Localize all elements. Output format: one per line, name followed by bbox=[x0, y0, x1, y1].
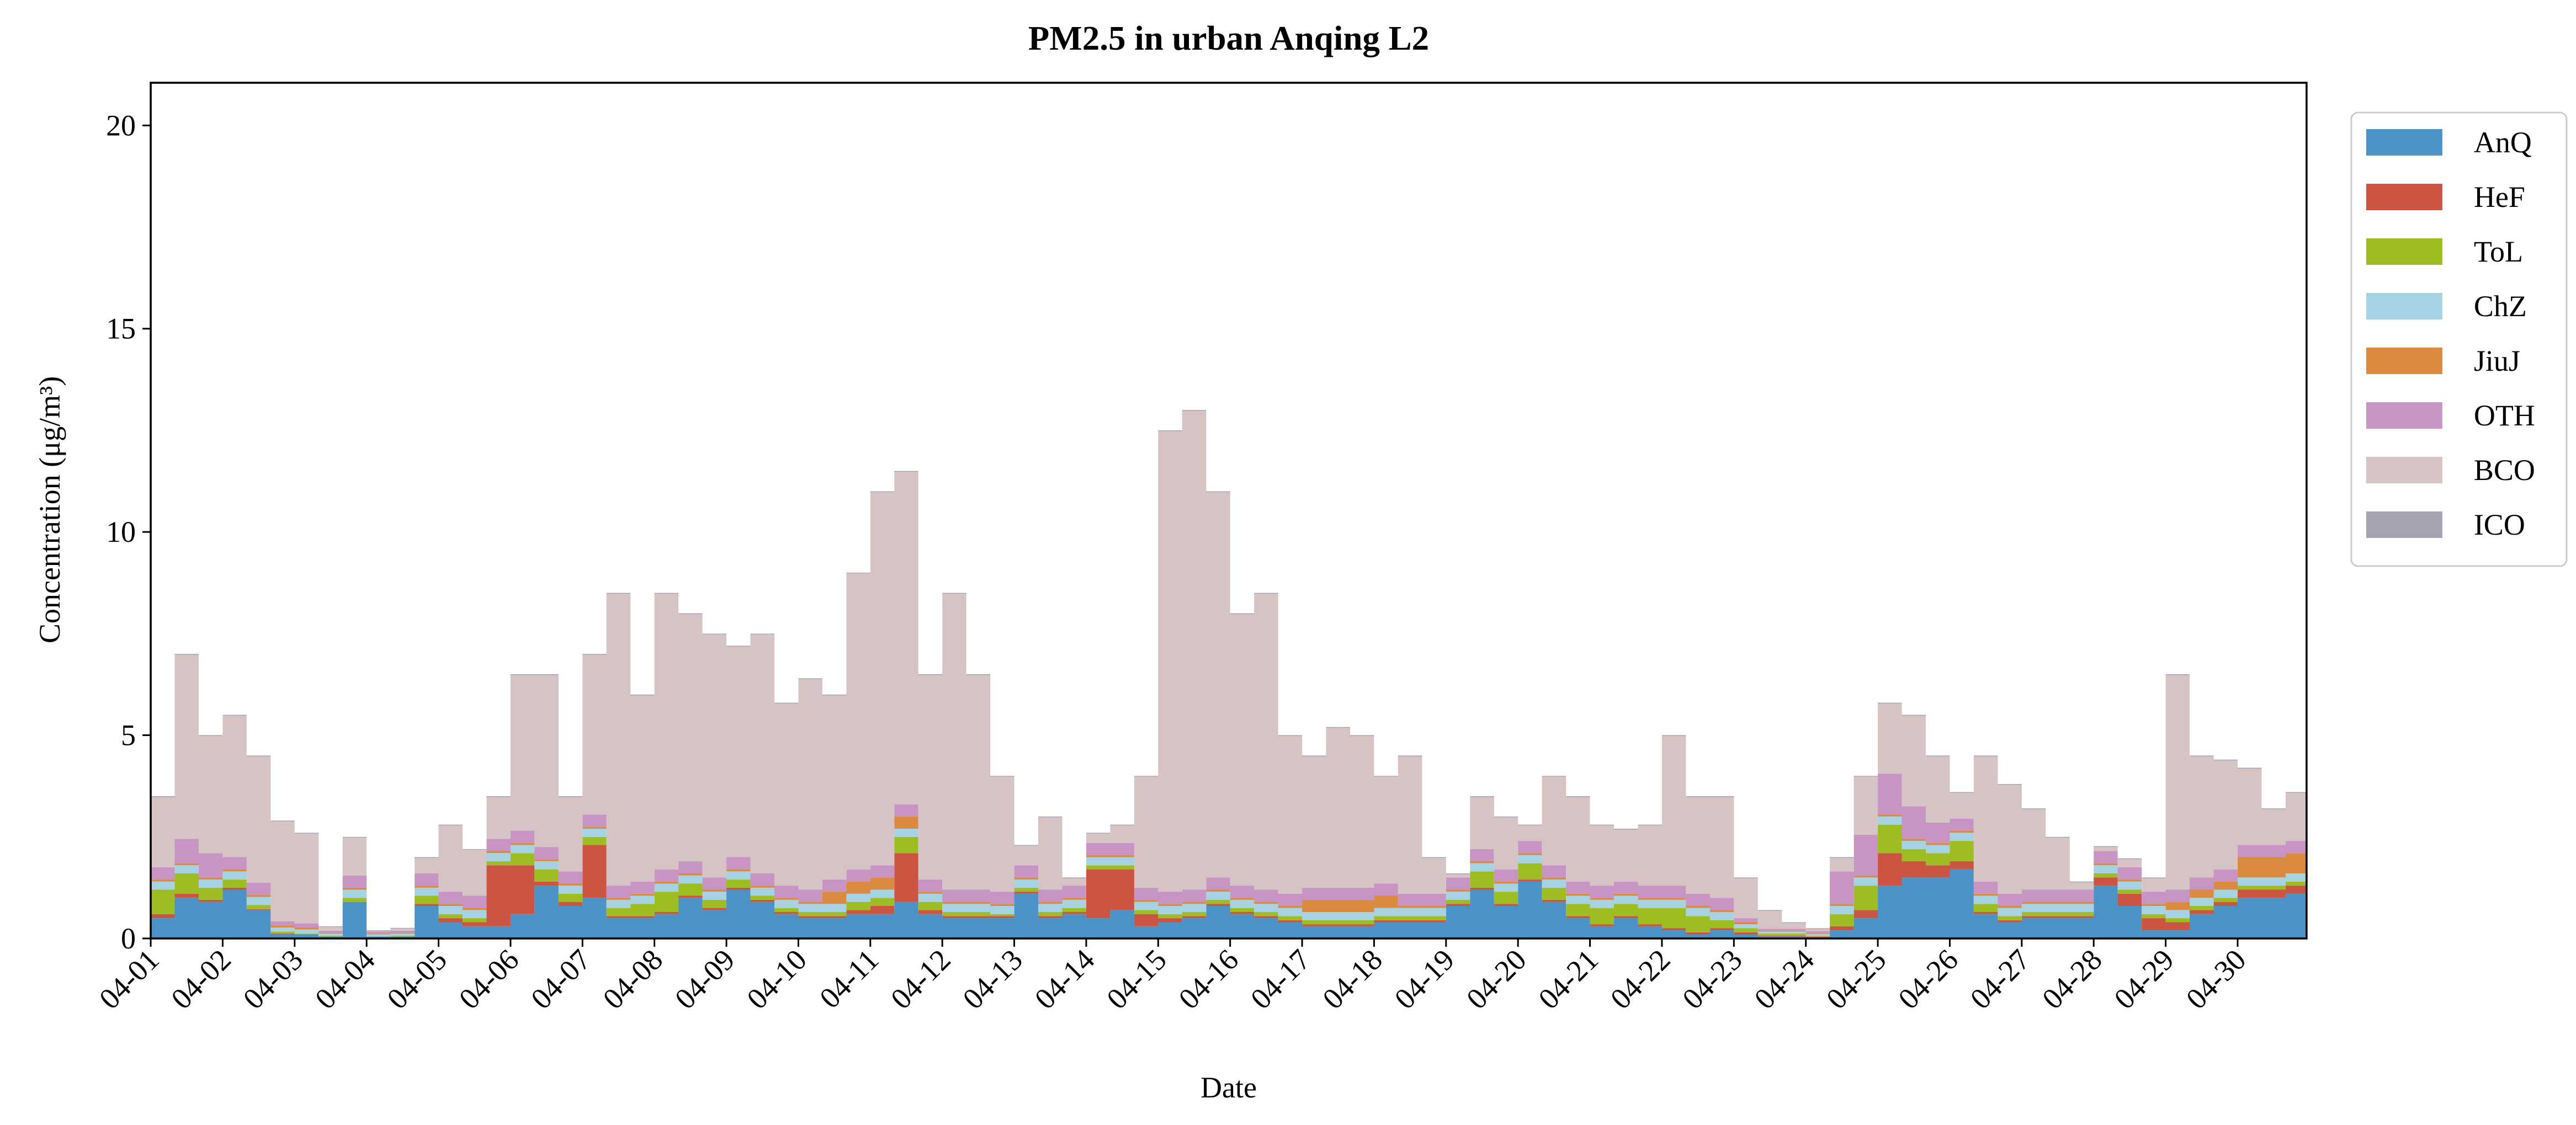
legend-swatch bbox=[2366, 402, 2442, 429]
chart-title: PM2.5 in urban Anqing L2 bbox=[1028, 19, 1429, 57]
legend-swatch bbox=[2366, 129, 2442, 156]
legend-swatch bbox=[2366, 183, 2442, 210]
legend-frame bbox=[2350, 111, 2568, 567]
area bbox=[151, 869, 2307, 939]
area bbox=[151, 774, 2307, 934]
y-tick-label: 5 bbox=[121, 719, 136, 752]
legend-swatch bbox=[2366, 238, 2442, 265]
legend-swatch bbox=[2366, 347, 2442, 374]
y-tick-label: 0 bbox=[121, 922, 136, 955]
legend-label: ICO bbox=[2474, 508, 2525, 541]
legend-label: HeF bbox=[2474, 180, 2525, 214]
legend-swatch bbox=[2366, 511, 2442, 538]
y-tick-label: 10 bbox=[106, 515, 136, 548]
plot-frame bbox=[150, 82, 2308, 940]
legend-swatch bbox=[2366, 456, 2442, 483]
y-tick-label: 15 bbox=[106, 312, 136, 345]
legend-label: ToL bbox=[2474, 235, 2523, 268]
legend-label: AnQ bbox=[2474, 126, 2532, 159]
legend-label: JiuJ bbox=[2474, 344, 2520, 377]
legend-swatch bbox=[2366, 292, 2442, 319]
legend-label: ChZ bbox=[2474, 290, 2527, 323]
legend-label: BCO bbox=[2474, 454, 2535, 487]
area bbox=[151, 410, 2307, 932]
y-tick-label: 20 bbox=[106, 109, 136, 142]
legend-label: OTH bbox=[2474, 399, 2535, 432]
y-axis-label: Concentration (μg/m³) bbox=[33, 376, 66, 643]
x-axis-label: Date bbox=[1201, 1071, 1257, 1104]
